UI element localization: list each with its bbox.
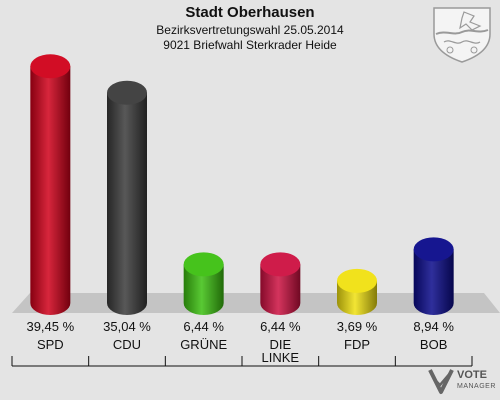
bar-die-linke: [260, 252, 301, 315]
chart-title: Stadt Oberhausen: [185, 4, 315, 21]
category-label: LINKE: [262, 350, 300, 365]
value-label: 6,44 %: [183, 319, 224, 334]
bar-fdp: [337, 268, 377, 315]
chart-subtitle-election: Bezirksvertretungswahl 25.05.2014: [156, 23, 344, 37]
chart-subtitle-district: 9021 Briefwahl Sterkrader Heide: [163, 38, 337, 52]
bar-top: [30, 54, 71, 79]
category-label: FDP: [344, 337, 370, 352]
vote-manager-logo: [428, 369, 454, 394]
bar-cdu: [107, 80, 147, 315]
logo-text: VOTE: [457, 369, 487, 381]
nrw-crest-icon: [433, 7, 491, 63]
bar-body: [107, 92, 147, 315]
value-label: 6,44 %: [260, 319, 301, 334]
category-label: BOB: [420, 337, 447, 352]
value-label: 8,94 %: [413, 319, 454, 334]
category-label: DIE: [269, 337, 291, 352]
logo-subtext: MANAGER: [457, 383, 496, 390]
value-label: 39,45 %: [26, 319, 74, 334]
bar-body: [183, 264, 224, 315]
bar-top: [337, 268, 377, 293]
bar-top: [413, 237, 454, 262]
category-label: CDU: [113, 337, 141, 352]
bar-top: [107, 80, 147, 105]
bar-body: [30, 66, 71, 315]
bar-body: [260, 264, 301, 315]
value-label: 35,04 %: [103, 319, 151, 334]
bar-body: [413, 249, 454, 315]
bar-grüne: [183, 252, 224, 315]
bar-top: [183, 252, 224, 277]
bar-spd: [30, 54, 71, 315]
category-label: SPD: [37, 337, 64, 352]
vote-manager-wordmark: VOTE MANAGER: [457, 370, 496, 392]
bar-top: [260, 252, 301, 277]
value-label: 3,69 %: [337, 319, 378, 334]
bar-bob: [413, 237, 454, 315]
category-label: GRÜNE: [180, 337, 227, 352]
